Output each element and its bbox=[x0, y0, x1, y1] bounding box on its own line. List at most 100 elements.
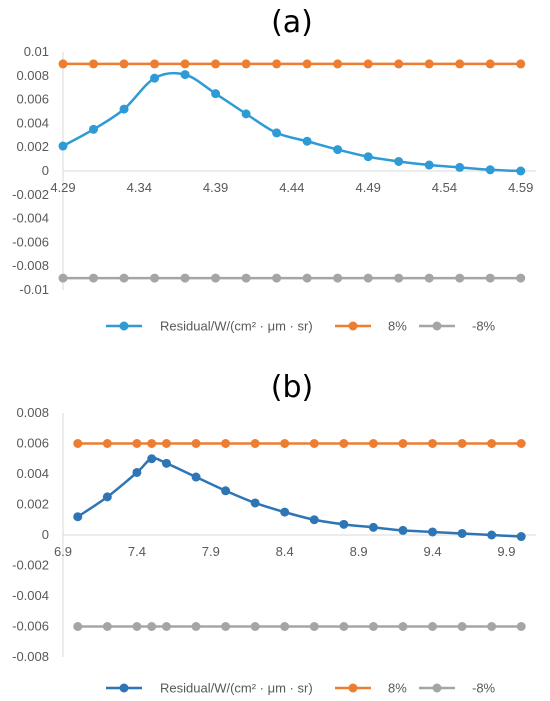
chart1-data-point bbox=[428, 527, 438, 537]
chart1-y-tick-label: 0.006 bbox=[16, 436, 49, 451]
chart0-data-point bbox=[363, 152, 373, 162]
chart1-data-point bbox=[516, 622, 526, 631]
chart1-data-point bbox=[487, 622, 497, 631]
chart1-data-point bbox=[250, 498, 260, 508]
chart0-x-tick-label: 4.29 bbox=[50, 180, 75, 195]
chart1-data-point bbox=[191, 472, 201, 482]
chart0-data-point bbox=[333, 145, 343, 155]
chart0-data-point bbox=[272, 273, 282, 283]
chart0-data-point bbox=[455, 162, 465, 172]
chart1-data-point bbox=[309, 515, 319, 525]
chart1-data-point bbox=[132, 467, 142, 477]
chart1-data-point bbox=[339, 439, 349, 448]
chart1-legend-swatch-marker bbox=[119, 683, 129, 693]
chart0-data-point bbox=[302, 273, 312, 283]
chart1-x-tick-label: 9.9 bbox=[497, 544, 515, 559]
chart0-data-point bbox=[333, 59, 343, 69]
chart0-legend-label: 8% bbox=[388, 319, 407, 334]
chart0-data-point bbox=[424, 273, 434, 283]
chart1-data-point bbox=[428, 439, 438, 448]
chart1-data-point bbox=[132, 622, 142, 631]
chart0-data-point bbox=[150, 73, 160, 83]
chart0-y-tick-label: -0.002 bbox=[12, 187, 49, 202]
chart0-data-point bbox=[58, 59, 68, 69]
chart1-y-tick-label: 0.004 bbox=[16, 466, 49, 481]
chart1-y-tick-label: -0.008 bbox=[12, 649, 49, 664]
chart1-x-tick-label: 7.9 bbox=[202, 544, 220, 559]
chart0-data-point bbox=[394, 59, 404, 69]
chart1-data-point bbox=[73, 439, 83, 448]
chart1-data-point bbox=[191, 622, 201, 631]
chart1-data-point bbox=[250, 439, 260, 448]
chart0-x-tick-label: 4.44 bbox=[279, 180, 304, 195]
chart1-x-tick-label: 8.4 bbox=[276, 544, 294, 559]
chart0-data-point bbox=[516, 59, 526, 69]
chart1-legend-label: -8% bbox=[472, 681, 496, 696]
chart1-data-point bbox=[161, 439, 171, 448]
chart0-y-tick-label: 0.002 bbox=[16, 139, 49, 154]
chart0-data-point bbox=[180, 70, 190, 80]
chart0-y-tick-label: 0.01 bbox=[24, 44, 49, 59]
chart1-y-tick-label: 0 bbox=[42, 527, 49, 542]
chart0-legend-label: -8% bbox=[472, 319, 496, 334]
chart0-data-point bbox=[363, 59, 373, 69]
chart0-data-point bbox=[119, 273, 129, 283]
chart1-data-point bbox=[309, 622, 319, 631]
chart0-y-tick-label: 0 bbox=[42, 163, 49, 178]
chart1-x-tick-label: 8.9 bbox=[350, 544, 368, 559]
chart1-data-point bbox=[102, 439, 112, 448]
chart1-data-point bbox=[280, 622, 290, 631]
panel-label-b: (b) bbox=[271, 370, 313, 405]
chart1-legend-label: 8% bbox=[388, 681, 407, 696]
chart1-data-point bbox=[457, 528, 467, 538]
chart0-data-point bbox=[516, 273, 526, 283]
chart0-data-point bbox=[394, 156, 404, 166]
chart1-data-point bbox=[102, 622, 112, 631]
chart1-data-point bbox=[428, 622, 438, 631]
chart1-data-point bbox=[102, 492, 112, 502]
chart-panel-b: (b) 0.008 0.006 0.004 0.002 0 -0.002 -0.004 -0.… bbox=[12, 370, 536, 696]
chart1-data-point bbox=[368, 522, 378, 532]
chart1-x-tick-label: 7.4 bbox=[128, 544, 146, 559]
chart0-x-tick-label: 4.54 bbox=[432, 180, 457, 195]
chart0-series-line bbox=[62, 71, 521, 173]
chart0-data-point bbox=[119, 104, 129, 114]
chart0-data-point bbox=[150, 273, 160, 283]
chart1-x-tick-label: 6.9 bbox=[54, 544, 72, 559]
chart1-data-point bbox=[368, 622, 378, 631]
panel-label-a: (a) bbox=[271, 5, 313, 40]
chart1-data-point bbox=[516, 439, 526, 448]
chart0-data-point bbox=[485, 59, 495, 69]
chart0-data-point bbox=[241, 59, 251, 69]
chart1-data-point bbox=[147, 454, 157, 464]
chart0-data-point bbox=[455, 59, 465, 69]
chart0-data-point bbox=[241, 109, 251, 119]
chart1-data-point bbox=[309, 439, 319, 448]
chart0-y-tick-label: -0.004 bbox=[12, 211, 49, 226]
chart1-legend-label: Residual/W/(cm² · μm · sr) bbox=[160, 681, 313, 696]
chart0-data-point bbox=[302, 136, 312, 146]
chart1-data-point bbox=[487, 530, 497, 540]
chart1-x-tick-label: 9.4 bbox=[423, 544, 441, 559]
chart0-legend-swatch-marker bbox=[348, 321, 358, 331]
chart0-x-tick-label: 4.49 bbox=[356, 180, 381, 195]
chart1-data-point bbox=[73, 622, 83, 631]
chart0-data-point bbox=[302, 59, 312, 69]
chart1-data-point bbox=[398, 525, 408, 535]
chart0-y-tick-label: -0.01 bbox=[19, 282, 49, 297]
chart0-data-point bbox=[394, 273, 404, 283]
chart0-data-point bbox=[424, 160, 434, 170]
chart1-data-point bbox=[339, 622, 349, 631]
chart1-data-point bbox=[147, 439, 157, 448]
chart1-data-point bbox=[280, 439, 290, 448]
chart0-data-point bbox=[180, 273, 190, 283]
chart1-data-point bbox=[161, 622, 171, 631]
chart0-data-point bbox=[119, 59, 129, 69]
chart1-y-tick-label: 0.002 bbox=[16, 497, 49, 512]
chart0-y-tick-label: 0.004 bbox=[16, 115, 49, 130]
chart0-data-point bbox=[211, 89, 221, 99]
chart1-data-point bbox=[161, 458, 171, 468]
chart0-data-point bbox=[333, 273, 343, 283]
chart0-data-point bbox=[363, 273, 373, 283]
